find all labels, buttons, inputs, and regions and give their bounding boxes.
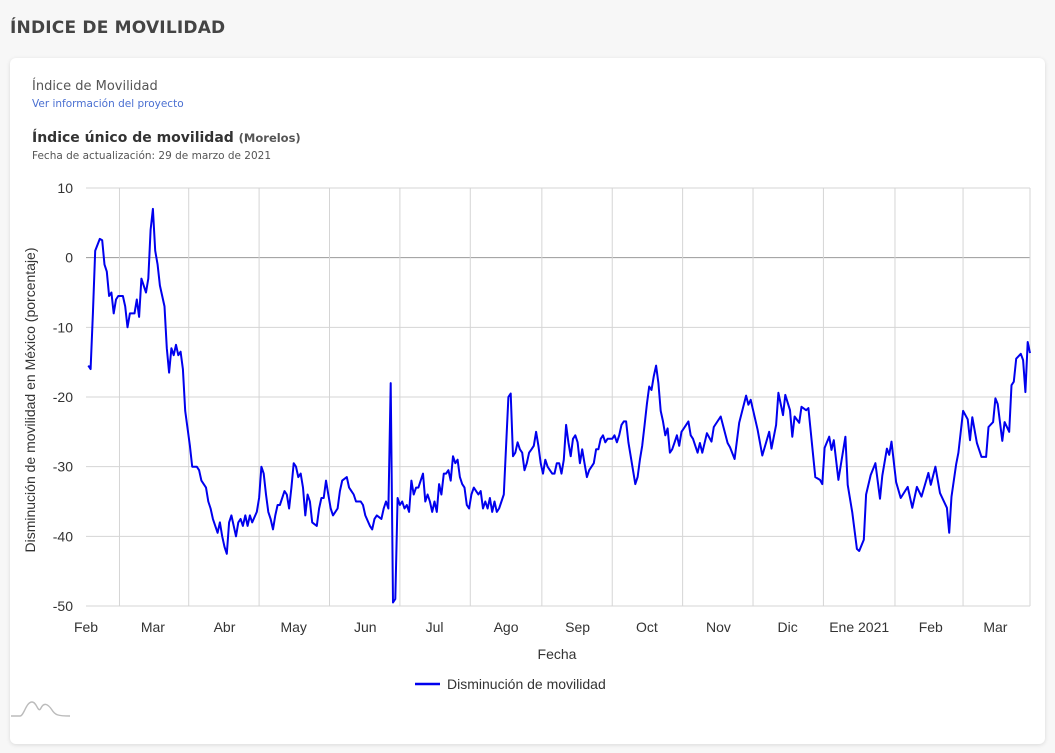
x-tick-label: Dic <box>778 619 798 635</box>
grid <box>86 187 1031 607</box>
y-tick-label: -20 <box>53 389 73 405</box>
series-line-disminucion <box>87 207 1031 604</box>
x-tick-label: Feb <box>74 619 98 635</box>
x-tick-label: May <box>280 619 306 635</box>
x-tick-label: Ene 2021 <box>829 619 889 635</box>
y-tick-label: -40 <box>53 528 73 544</box>
chart-title-text: Índice único de movilidad <box>32 130 234 146</box>
x-tick-label: Abr <box>214 619 236 635</box>
y-tick-label: -10 <box>53 319 73 335</box>
legend[interactable]: Disminución de movilidad <box>415 676 606 692</box>
logo-icon <box>11 701 71 717</box>
x-tick-label: Jun <box>354 619 377 635</box>
y-tick-label: -30 <box>53 459 73 475</box>
y-axis-label: Disminución de movilidad en México (porc… <box>22 247 38 552</box>
x-tick-label: Sep <box>565 619 590 635</box>
legend-label: Disminución de movilidad <box>447 676 606 692</box>
x-axis-label: Fecha <box>538 646 577 662</box>
y-tick-label: -50 <box>53 598 73 614</box>
x-axis-ticks: Feb Mar Abr May Jun Jul Ago Sep Oct Nov Dic Ene 202… <box>74 619 1008 635</box>
y-tick-label: 10 <box>57 180 73 196</box>
x-tick-label: Feb <box>919 619 943 635</box>
x-tick-label: Mar <box>983 619 1007 635</box>
project-info-link[interactable]: Ver información del proyecto <box>32 98 184 110</box>
update-date: Fecha de actualización: 29 de marzo de 2… <box>32 150 272 162</box>
x-tick-label: Jul <box>426 619 444 635</box>
x-tick-label: Mar <box>141 619 165 635</box>
x-tick-label: Ago <box>494 619 519 635</box>
mobility-card: Índice de Movilidad Ver información del … <box>10 58 1045 744</box>
card-title: Índice de Movilidad <box>32 79 158 94</box>
x-tick-label: Nov <box>706 619 731 635</box>
page-title: ÍNDICE DE MOVILIDAD <box>10 18 226 38</box>
chart-region: (Morelos) <box>238 131 301 145</box>
y-tick-label: 0 <box>65 250 73 266</box>
y-axis-ticks: 10 0 -10 -20 -30 -40 -50 <box>53 180 73 614</box>
chart-title: Índice único de movilidad (Morelos) <box>32 130 301 146</box>
x-tick-label: Oct <box>636 619 658 635</box>
